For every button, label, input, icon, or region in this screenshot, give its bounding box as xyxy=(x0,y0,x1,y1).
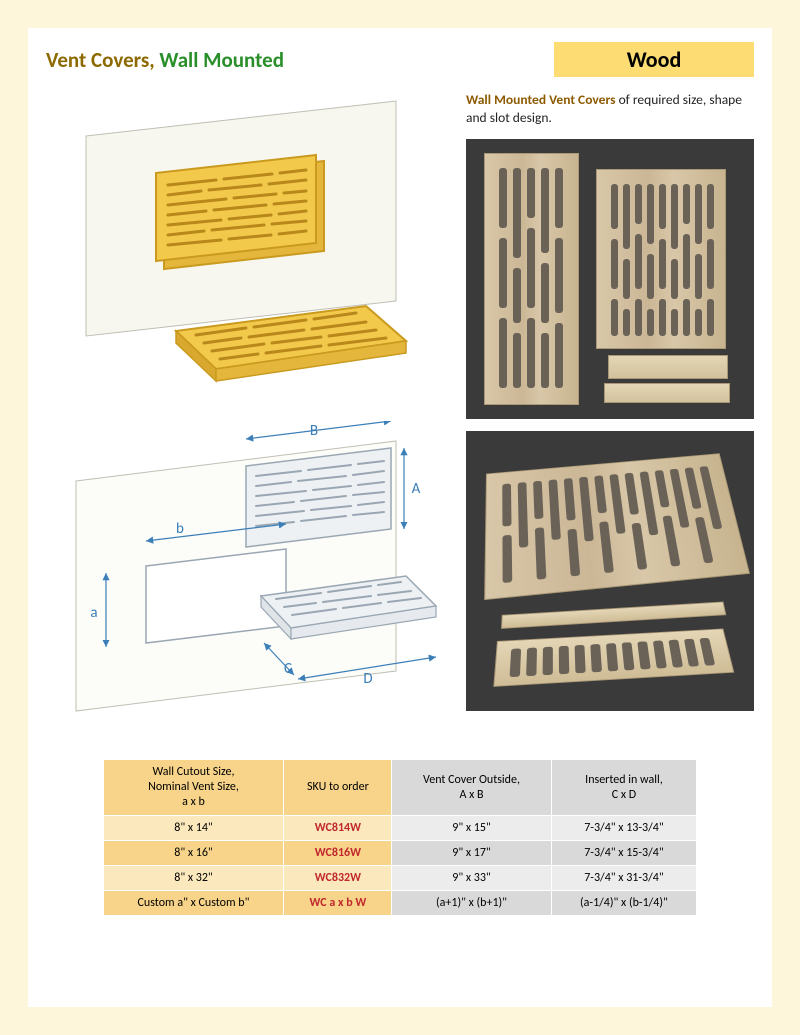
content-row: B A b a C D xyxy=(46,91,754,741)
cell-outside: 9" x 33" xyxy=(392,866,551,891)
title-sub: Wall Mounted xyxy=(159,47,284,73)
dim-label-a: a xyxy=(90,604,97,622)
col-cutout: Wall Cutout Size,Nominal Vent Size,a x b xyxy=(103,760,284,816)
cell-outside: (a+1)" x (b+1)" xyxy=(392,891,551,916)
photo-column: Wall Mounted Vent Covers of required siz… xyxy=(466,91,754,741)
col-outside: Vent Cover Outside,A x B xyxy=(392,760,551,816)
diagram-column: B A b a C D xyxy=(46,91,446,741)
table-row: 8" x 32" WC832W 9" x 33" 7-3/4" x 31-3/4… xyxy=(103,866,697,891)
table-row: 8" x 16" WC816W 9" x 17" 7-3/4" x 15-3/4… xyxy=(103,841,697,866)
cell-cutout: 8" x 16" xyxy=(103,841,284,866)
table-row: 8" x 14" WC814W 9" x 15" 7-3/4" x 13-3/4… xyxy=(103,816,697,841)
cell-cutout: 8" x 32" xyxy=(103,866,284,891)
cell-sku: WC a x b W xyxy=(284,891,392,916)
table-header-row: Wall Cutout Size,Nominal Vent Size,a x b… xyxy=(103,760,697,816)
material-badge: Wood xyxy=(554,42,754,77)
intro-text: Wall Mounted Vent Covers of required siz… xyxy=(466,91,754,127)
catalog-page: Vent Covers, Wall Mounted Wood xyxy=(28,28,772,1007)
table-row: Custom a" x Custom b" WC a x b W (a+1)" … xyxy=(103,891,697,916)
cell-sku: WC814W xyxy=(284,816,392,841)
cell-outside: 9" x 15" xyxy=(392,816,551,841)
cell-cutout: Custom a" x Custom b" xyxy=(103,891,284,916)
col-sku: SKU to order xyxy=(284,760,392,816)
dim-label-B: B xyxy=(310,422,318,440)
intro-bold: Wall Mounted Vent Covers xyxy=(466,91,616,108)
cell-outside: 9" x 17" xyxy=(392,841,551,866)
dim-label-D: D xyxy=(363,670,372,688)
dim-label-A: A xyxy=(412,480,421,498)
title-main: Vent Covers, xyxy=(46,47,155,73)
cell-cutout: 8" x 14" xyxy=(103,816,284,841)
dim-label-C: C xyxy=(284,660,292,678)
cell-inserted: 7-3/4" x 13-3/4" xyxy=(551,816,697,841)
diagram-dimensions: B A b a C D xyxy=(46,421,446,741)
page-title: Vent Covers, Wall Mounted xyxy=(46,47,284,73)
product-photo-1 xyxy=(466,139,754,419)
cell-inserted: 7-3/4" x 15-3/4" xyxy=(551,841,697,866)
col-inserted: Inserted in wall,C x D xyxy=(551,760,697,816)
cell-inserted: 7-3/4" x 31-3/4" xyxy=(551,866,697,891)
cell-sku: WC816W xyxy=(284,841,392,866)
product-photo-2 xyxy=(466,431,754,711)
spec-table: Wall Cutout Size,Nominal Vent Size,a x b… xyxy=(103,759,698,916)
diagram-assembled-vent xyxy=(46,91,446,421)
cell-sku: WC832W xyxy=(284,866,392,891)
cell-inserted: (a-1/4)" x (b-1/4)" xyxy=(551,891,697,916)
table-body: 8" x 14" WC814W 9" x 15" 7-3/4" x 13-3/4… xyxy=(103,816,697,916)
page-header: Vent Covers, Wall Mounted Wood xyxy=(46,42,754,77)
dim-label-b: b xyxy=(176,520,184,538)
